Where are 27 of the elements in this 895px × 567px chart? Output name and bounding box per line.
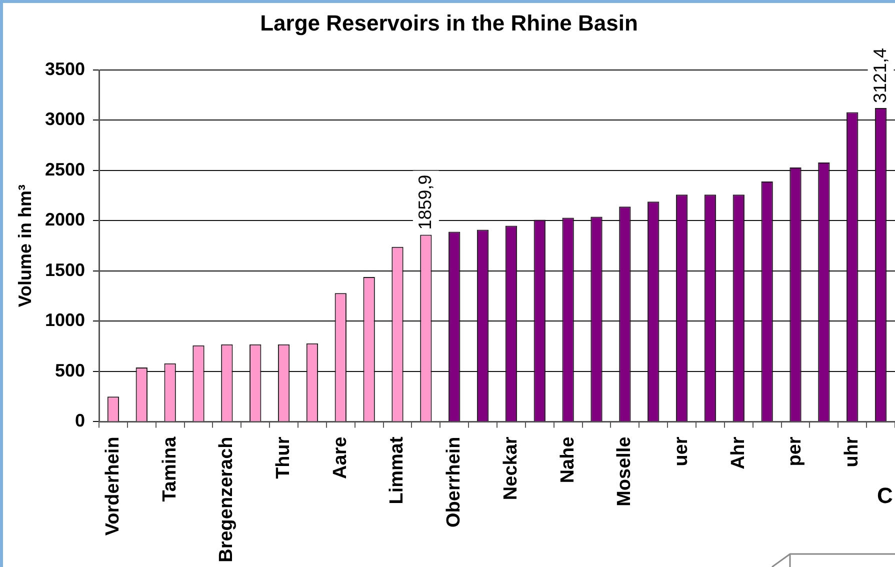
y-tick-label: 1500	[44, 260, 85, 280]
x-tick-label: Oberrhein	[444, 436, 465, 528]
x-tick-label: Bregenzerach	[216, 436, 238, 562]
text: C	[877, 482, 893, 508]
y-tick-label: 2000	[44, 210, 85, 230]
x-tick-label: Nahe	[557, 436, 578, 484]
x-tick-label: Limmat	[386, 436, 408, 504]
y-tick-label: 2500	[44, 159, 85, 180]
x-tick-label: Vorderhein	[102, 436, 124, 536]
x-tick-label: Ahr	[728, 436, 749, 470]
x-tick-label: Aare	[330, 436, 351, 479]
chart-title: Large Reservoirs in the Rhine Basin	[260, 10, 638, 36]
y-tick-label: 1000	[44, 310, 85, 330]
y-tick-label: 3000	[44, 109, 85, 130]
x-tick-label: per	[784, 436, 806, 466]
y-tick-label: 3500	[44, 58, 85, 79]
data-label: 3121,4	[870, 48, 890, 104]
x-tick-label: Tamina	[159, 436, 180, 502]
x-tick-label: Moselle	[614, 436, 636, 506]
x-tick-label: uhr	[842, 436, 863, 468]
x-tick-label: Neckar	[500, 436, 522, 500]
x-tick-label: uer	[671, 436, 692, 466]
data-label: 1859,9	[414, 174, 435, 230]
y-axis-title: Volume in hm³	[14, 184, 35, 308]
y-tick-label: 500	[54, 360, 85, 380]
x-tick-label: Thur	[273, 436, 294, 479]
y-tick-label: 0	[74, 410, 85, 431]
